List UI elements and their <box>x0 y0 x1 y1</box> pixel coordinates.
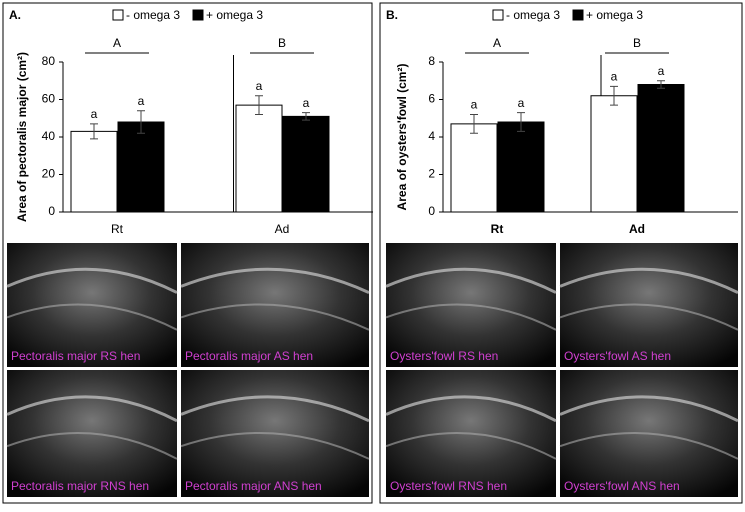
tissue-band <box>6 303 178 331</box>
tissue-band <box>385 267 557 294</box>
image-caption: Pectoralis major ANS hen <box>185 479 322 493</box>
x-tick-label: Ad <box>629 222 645 236</box>
image-caption: Pectoralis major AS hen <box>185 349 313 363</box>
tissue-band <box>559 431 739 460</box>
bar <box>590 95 638 213</box>
tissue-band <box>180 303 370 331</box>
y-tick-label: 20 <box>42 167 56 181</box>
y-axis-label: Area of pectoralis major (cm²) <box>15 52 29 222</box>
panel-label: A. <box>9 8 21 22</box>
y-tick-label: 60 <box>42 92 56 106</box>
legend-swatch <box>112 9 124 21</box>
significance-label: a <box>303 96 310 110</box>
x-tick-label: Ad <box>275 222 290 236</box>
tissue-band <box>559 395 739 423</box>
significance-label: a <box>91 107 98 121</box>
y-tick-label: 6 <box>428 92 435 106</box>
legend-label: + omega 3 <box>586 8 643 22</box>
panel-frame <box>379 2 743 504</box>
tissue-band <box>180 395 370 423</box>
x-tick-label: Rt <box>491 222 504 236</box>
tissue-band <box>559 267 739 294</box>
legend-swatch <box>492 9 504 21</box>
tissue-band <box>385 431 557 460</box>
bar <box>282 115 330 213</box>
significance-label: a <box>256 79 263 93</box>
tissue-band <box>180 267 370 294</box>
y-tick-label: 8 <box>428 54 435 68</box>
legend-label: + omega 3 <box>206 8 263 22</box>
group-label: A <box>113 36 121 50</box>
y-tick-label: 80 <box>42 54 56 68</box>
image-caption: Oysters'fowl RS hen <box>390 349 498 363</box>
significance-label: a <box>138 94 145 108</box>
significance-label: a <box>658 64 665 78</box>
image-caption: Oysters'fowl RNS hen <box>390 479 507 493</box>
y-tick-label: 0 <box>48 204 55 218</box>
y-tick-label: 2 <box>428 167 435 181</box>
image-caption: Oysters'fowl AS hen <box>564 349 671 363</box>
y-tick-label: 0 <box>428 204 435 218</box>
legend-label: - omega 3 <box>506 8 560 22</box>
bar <box>117 121 165 213</box>
tissue-band <box>6 395 178 423</box>
group-label: B <box>278 36 286 50</box>
panel-frame <box>2 2 373 504</box>
tissue-band <box>6 267 178 294</box>
tissue-band <box>385 303 557 331</box>
tissue-band <box>385 395 557 423</box>
image-caption: Oysters'fowl ANS hen <box>564 479 680 493</box>
y-tick-label: 4 <box>428 129 435 143</box>
significance-label: a <box>611 70 618 84</box>
bar <box>235 104 283 213</box>
x-tick-label: Rt <box>111 222 124 236</box>
bar <box>497 121 545 213</box>
image-caption: Pectoralis major RS hen <box>11 349 140 363</box>
legend-label: - omega 3 <box>126 8 180 22</box>
tissue-band <box>6 431 178 460</box>
significance-label: a <box>518 96 525 110</box>
image-caption: Pectoralis major RNS hen <box>11 479 149 493</box>
y-tick-label: 40 <box>42 129 56 143</box>
tissue-band <box>180 431 370 460</box>
significance-label: a <box>471 98 478 112</box>
bar <box>70 130 118 213</box>
bar <box>637 84 685 213</box>
bar <box>450 123 498 213</box>
legend-swatch <box>572 9 584 21</box>
group-label: A <box>493 36 501 50</box>
panel-label: B. <box>386 8 398 22</box>
y-axis-label: Area of oysters'fowl (cm²) <box>395 64 409 211</box>
group-label: B <box>633 36 641 50</box>
tissue-band <box>559 303 739 331</box>
legend-swatch <box>192 9 204 21</box>
